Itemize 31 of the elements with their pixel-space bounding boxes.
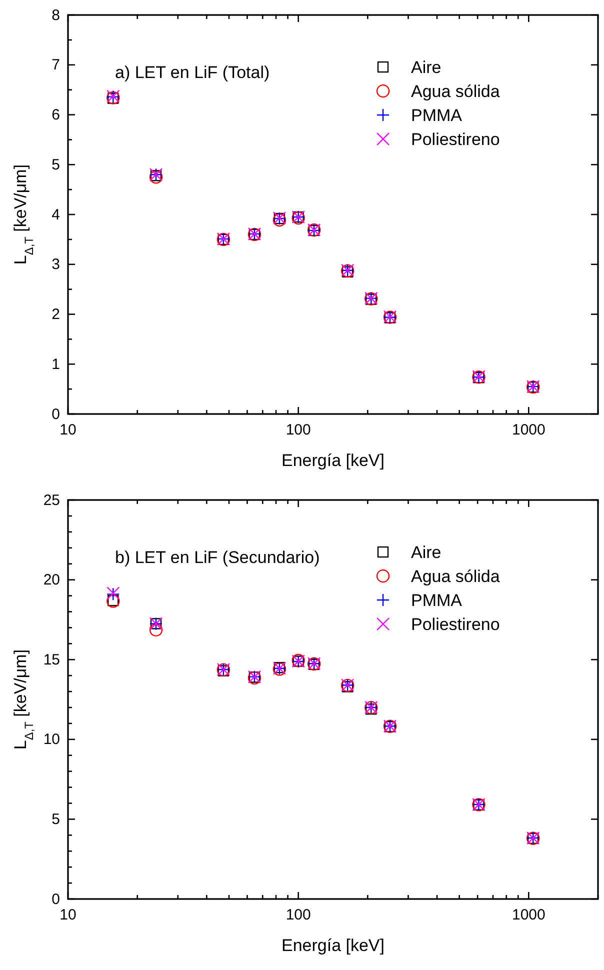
y-tick-label: 8 (52, 6, 60, 24)
x-tick-label: 100 (286, 906, 311, 924)
legend-label: Agua sólida (411, 567, 500, 586)
y-tick-label: 3 (52, 256, 60, 274)
text: a) LET en LiF (Total) (115, 63, 270, 82)
y-tick-label: 10 (43, 731, 60, 748)
y-tick-label: 7 (52, 56, 60, 74)
y-tick-label: 5 (52, 811, 60, 828)
x-axis-title: Energía [keV] (281, 936, 385, 955)
y-tick-label: 0 (52, 406, 60, 423)
y-tick-label: 1 (52, 356, 60, 373)
text: b) LET en LiF (Secundario) (115, 548, 320, 567)
y-tick-label: 25 (43, 492, 60, 509)
x-tick-label: 1000 (512, 422, 546, 439)
y-tick-label: 5 (52, 156, 60, 174)
y-tick-label: 0 (52, 890, 60, 908)
legend-label: Poliestireno (411, 130, 500, 149)
y-tick-label: 2 (52, 306, 60, 324)
y-tick-label: 20 (43, 572, 60, 589)
legend-label: Aire (411, 58, 442, 77)
y-tick-label: 15 (43, 651, 60, 668)
x-axis-title: Energía [keV] (281, 451, 385, 470)
legend-label: Aire (411, 543, 442, 562)
legend-label: PMMA (411, 591, 463, 610)
y-tick-label: 6 (52, 106, 60, 124)
legend-label: Agua sólida (411, 82, 500, 101)
y-tick-label: 4 (52, 206, 60, 224)
x-tick-label: 100 (286, 422, 311, 439)
legend-label: Poliestireno (411, 615, 500, 634)
x-tick-label: 1000 (512, 906, 546, 924)
legend-label: PMMA (411, 106, 463, 125)
